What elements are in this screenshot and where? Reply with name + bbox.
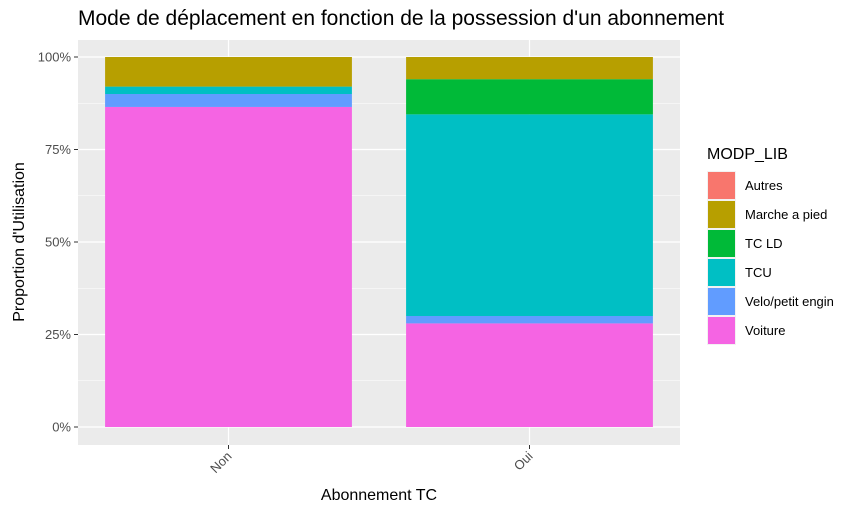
legend-swatch <box>708 259 735 286</box>
bar-segment <box>105 94 352 107</box>
bar-segment <box>406 114 653 316</box>
legend: MODP_LIB Autres Marche a pied TC LD TCU Velo… <box>707 146 834 345</box>
y-axis: 0% 25% 50% 75% 100% <box>38 50 78 435</box>
y-axis-title: Proportion d'Utilisation <box>11 162 28 322</box>
y-tick-label: 100% <box>38 50 72 65</box>
y-tick-label: 25% <box>45 327 71 342</box>
legend-swatch <box>708 172 735 199</box>
x-tick-label: Non <box>207 449 234 476</box>
bar-segment <box>406 316 653 324</box>
y-tick-label: 0% <box>52 420 71 435</box>
legend-label: Voiture <box>745 323 785 338</box>
bar-segment <box>105 86 352 94</box>
x-axis-title: Abonnement TC <box>321 487 437 504</box>
legend-swatch <box>708 317 735 344</box>
bar-segment <box>105 57 352 87</box>
legend-title: MODP_LIB <box>707 146 788 163</box>
legend-label: Velo/petit engin <box>745 294 834 309</box>
bars <box>105 57 653 427</box>
y-tick-label: 50% <box>45 235 71 250</box>
legend-label: TC LD <box>745 236 783 251</box>
bar-segment <box>406 57 653 80</box>
legend-label: TCU <box>745 265 772 280</box>
x-tick-label: Oui <box>511 448 536 473</box>
legend-label: Marche a pied <box>745 207 827 222</box>
legend-swatch <box>708 201 735 228</box>
bar-segment <box>105 106 352 427</box>
y-tick-label: 75% <box>45 142 71 157</box>
legend-swatch <box>708 288 735 315</box>
bar-segment <box>406 323 653 427</box>
bar-segment <box>406 79 653 115</box>
chart-title: Mode de déplacement en fonction de la po… <box>78 7 725 30</box>
x-axis: Non Oui <box>207 445 536 476</box>
legend-swatch <box>708 230 735 257</box>
legend-label: Autres <box>745 178 783 193</box>
